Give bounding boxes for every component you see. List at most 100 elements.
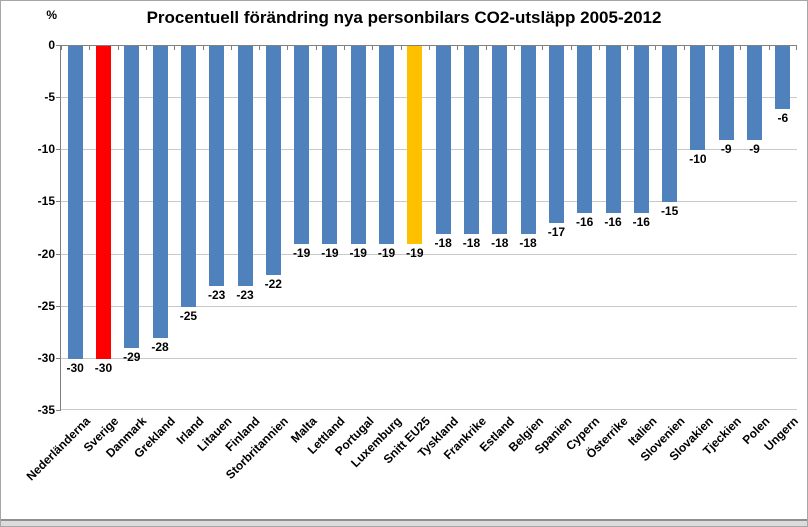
category-axis-tick	[146, 45, 147, 50]
bar-value-label: -18	[519, 235, 537, 250]
bar-snitt-eu25[interactable]	[407, 46, 423, 245]
category-axis-tick	[655, 45, 656, 50]
bar-value-label: -17	[547, 225, 566, 240]
bar-portugal[interactable]	[350, 46, 366, 245]
bar-value-label: -10	[689, 152, 707, 167]
y-axis-tick	[56, 97, 61, 99]
bar-spanien[interactable]	[548, 46, 564, 224]
gridline	[61, 357, 797, 359]
bar-italien[interactable]	[633, 46, 649, 213]
y-axis-tick-label: -30	[37, 350, 55, 365]
bar-irland[interactable]	[180, 46, 196, 307]
bar-value-label: -9	[720, 141, 732, 156]
bar-ungern[interactable]	[775, 46, 791, 109]
gridline	[61, 305, 797, 307]
y-axis-tick	[56, 305, 61, 307]
bar-value-label: -22	[264, 277, 282, 292]
bar-value-label: -18	[434, 235, 452, 250]
bar-storbritannien[interactable]	[265, 46, 281, 276]
bar-value-label: -30	[94, 360, 113, 375]
y-axis-tick	[56, 201, 61, 203]
bar-value-label: -30	[66, 360, 84, 375]
bar-value-label: -15	[660, 204, 679, 219]
bar-lettland[interactable]	[322, 46, 338, 245]
category-axis-tick	[344, 45, 345, 50]
bar-nederländerna[interactable]	[67, 46, 83, 359]
category-axis-tick	[740, 45, 741, 50]
bar-value-label: -9	[749, 141, 760, 156]
bar-value-label: -16	[604, 214, 622, 229]
bar-grekland[interactable]	[152, 46, 168, 338]
bar-slovenien[interactable]	[662, 46, 678, 203]
bar-value-label: -6	[777, 110, 789, 125]
category-axis-tick	[61, 45, 62, 50]
bar-danmark[interactable]	[124, 46, 140, 349]
category-axis-tick	[796, 45, 797, 50]
bar-tjeckien[interactable]	[718, 46, 734, 140]
y-axis-line	[60, 45, 61, 411]
y-axis-tick	[56, 149, 61, 151]
category-axis-tick	[89, 45, 90, 50]
category-axis-tick	[486, 45, 487, 50]
y-axis-unit-label: %	[46, 8, 57, 22]
bar-malta[interactable]	[294, 46, 310, 245]
bar-value-label: -28	[151, 340, 169, 354]
bar-österrike[interactable]	[605, 46, 621, 213]
bar-litauen[interactable]	[209, 46, 225, 286]
y-axis-tick-label: -25	[37, 298, 55, 313]
bar-value-label: -19	[406, 246, 424, 261]
chart-bottom-edge	[1, 519, 807, 526]
bar-estland[interactable]	[492, 46, 508, 234]
bar-value-label: -19	[321, 246, 339, 261]
y-axis-tick-label: 0	[48, 38, 55, 52]
y-axis-tick-label: -5	[44, 90, 55, 105]
y-axis-tick	[56, 45, 61, 46]
category-axis-tick	[401, 45, 402, 50]
y-axis-tick	[56, 253, 61, 255]
bar-value-label: -19	[377, 246, 396, 261]
bar-sverige[interactable]	[95, 46, 111, 359]
bar-value-label: -16	[632, 214, 650, 229]
bar-frankrike[interactable]	[463, 46, 479, 234]
bar-value-label: -18	[491, 235, 509, 250]
bar-value-label: -19	[349, 246, 367, 261]
gridline	[61, 149, 797, 151]
bar-polen[interactable]	[747, 46, 763, 140]
y-axis-tick-label: -35	[37, 403, 55, 417]
bar-value-label: -23	[208, 287, 226, 302]
chart-title: Procentuell förändring nya personbilars …	[146, 8, 662, 27]
category-axis-tick	[287, 45, 288, 50]
bar-finland[interactable]	[237, 46, 253, 286]
category-axis-tick	[457, 45, 458, 50]
bar-belgien[interactable]	[520, 46, 536, 234]
category-axis-tick	[627, 45, 628, 50]
bar-slovakien[interactable]	[690, 46, 706, 151]
y-axis-tick-label: -10	[37, 142, 55, 157]
category-axis-tick	[174, 45, 175, 50]
plot-area: -30 -30 -29 -28 -25 -23 -23 -22 -19 -19 -19 -19 -19-…	[61, 45, 797, 410]
y-axis-tick	[56, 410, 61, 411]
y-axis-tick-label: -20	[37, 246, 55, 261]
category-axis-tick	[118, 45, 119, 50]
bar-value-label: -19	[292, 246, 311, 261]
gridline	[61, 253, 797, 255]
category-axis-tick	[316, 45, 317, 50]
gridline	[61, 97, 797, 99]
y-axis-tick	[56, 357, 61, 359]
category-label-nederländerna: Nederländerna	[23, 414, 94, 484]
category-axis-tick	[514, 45, 515, 50]
bar-luxemburg[interactable]	[379, 46, 395, 245]
gridline	[61, 201, 797, 203]
bar-cypern[interactable]	[577, 46, 593, 213]
category-axis-tick	[259, 45, 260, 50]
bar-value-label: -16	[576, 214, 594, 229]
category-axis-tick	[542, 45, 543, 50]
category-axis-tick	[203, 45, 204, 50]
bar-value-label: -23	[236, 287, 254, 302]
category-axis-tick	[599, 45, 600, 50]
bar-value-label: -25	[179, 308, 198, 323]
category-axis-tick	[429, 45, 430, 50]
category-axis-tick	[571, 45, 572, 50]
bar-tyskland[interactable]	[435, 46, 451, 234]
